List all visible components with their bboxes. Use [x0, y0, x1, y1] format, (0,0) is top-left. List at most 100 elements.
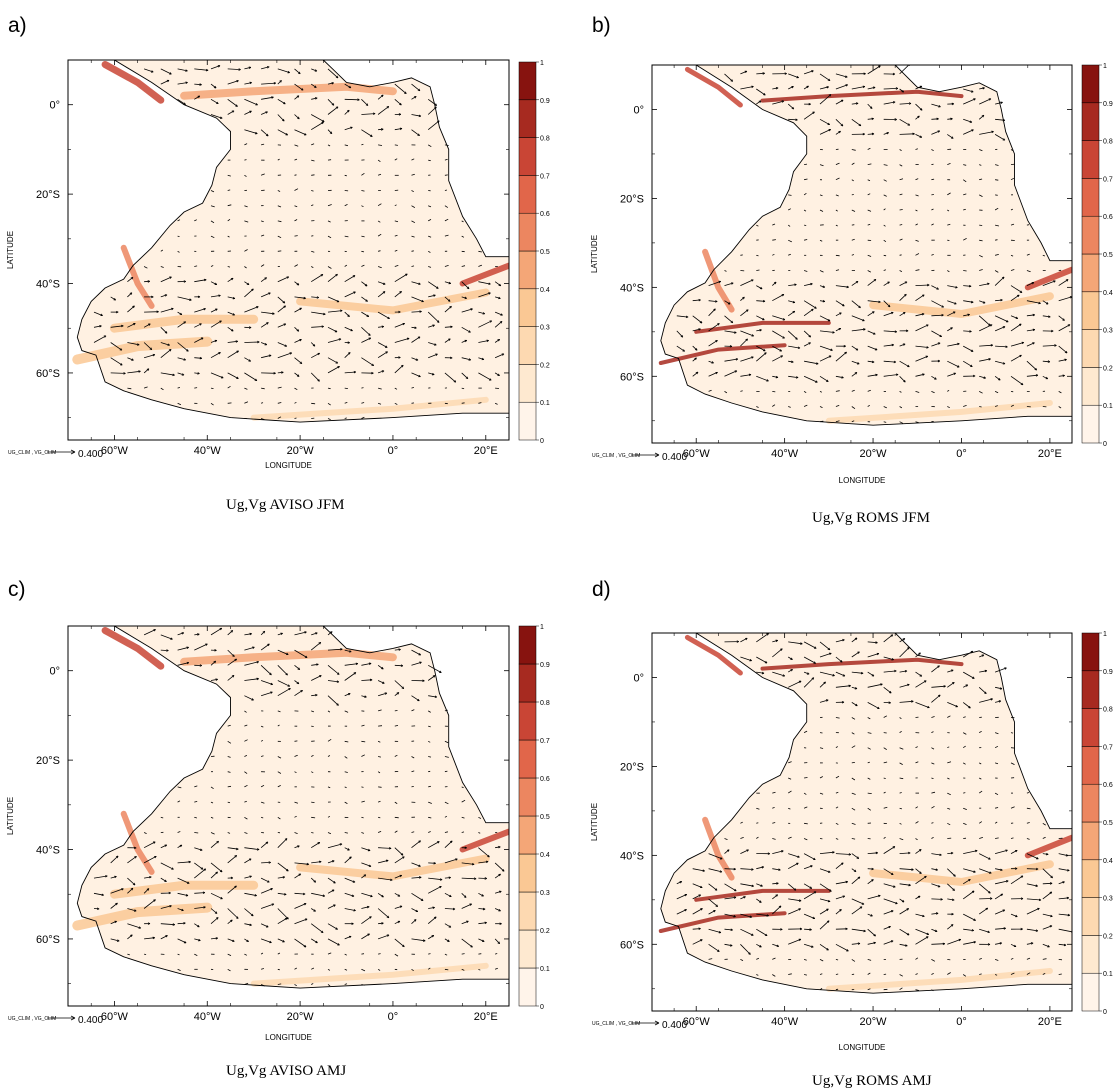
colorbar-swatch: [1082, 103, 1099, 141]
ocean-area: [68, 60, 509, 422]
colorbar-label: 0.5: [540, 814, 550, 821]
colorbar-swatch: [519, 364, 536, 402]
y-tick-label: 40°S: [36, 279, 60, 291]
y-axis-title: LATITUDE: [590, 803, 599, 841]
colorbar-swatch: [1082, 746, 1099, 784]
y-tick-label: 60°S: [36, 934, 60, 946]
colorbar-swatch: [519, 854, 536, 892]
y-axis-title: LATITUDE: [6, 797, 15, 835]
x-tick-label: 20°W: [287, 1011, 315, 1023]
panel-d-caption: Ug,Vg ROMS AMJ: [812, 1073, 932, 1090]
x-axis-title: LONGITUDE: [265, 1033, 312, 1042]
colorbar-swatch: [519, 740, 536, 778]
x-tick-label: 20°W: [860, 448, 888, 460]
colorbar-label: 0: [540, 1004, 544, 1011]
colorbar-swatch: [519, 930, 536, 968]
colorbar-label: 0.8: [1103, 707, 1113, 714]
colorbar-swatch: [1082, 367, 1099, 405]
colorbar-swatch: [519, 702, 536, 740]
colorbar-label: 0.9: [1103, 669, 1113, 676]
colorbar-swatch: [519, 251, 536, 289]
ocean-area: [68, 626, 509, 988]
x-tick-label: 20°E: [1038, 448, 1062, 460]
reference-vector-value: 0.400: [78, 449, 103, 460]
colorbar-label: 0.1: [540, 966, 550, 973]
colorbar-swatch: [519, 626, 536, 664]
colorbar-swatch: [1082, 822, 1099, 860]
reference-vector-value: 0.400: [662, 1020, 687, 1031]
map-panel-a: 60°W 40°W 20°W 0° 20°E 0° 20°S 40°S 60°S LONGITUD…: [6, 60, 550, 470]
ocean-area: [652, 633, 1072, 993]
panel-a-caption: Ug,Vg AVISO JFM: [226, 497, 345, 514]
x-axis-title: LONGITUDE: [265, 461, 312, 470]
colorbar-label: 0: [1103, 1009, 1107, 1016]
panel-b-caption: Ug,Vg ROMS JFM: [812, 510, 930, 527]
map-panel-d: 60°W 40°W 20°W 0° 20°E0°20°S40°S60°SLONGITUD…: [590, 631, 1113, 1052]
y-tick-label: 60°S: [620, 371, 644, 383]
colorbar-label: 0.7: [1103, 744, 1113, 751]
colorbar-swatch: [1082, 65, 1099, 103]
reference-vector-value: 0.400: [78, 1015, 103, 1026]
colorbar-label: 0.7: [540, 738, 550, 745]
y-tick-label: 40°S: [620, 282, 644, 294]
colorbar-label: 0.8: [540, 136, 550, 143]
x-tick-label: 60°W: [101, 1011, 129, 1023]
colorbar-label: 0.8: [540, 700, 550, 707]
colorbar-label: 0.3: [1103, 328, 1113, 335]
reference-vector-label: UG_CLIM , VG_CLIM: [592, 453, 640, 459]
colorbar-swatch: [519, 62, 536, 100]
colorbar-swatch: [1082, 973, 1099, 1011]
colorbar-swatch: [519, 213, 536, 251]
colorbar-label: 0.7: [540, 173, 550, 180]
reference-vector-label: UG_CLIM , VG_CLIM: [8, 450, 56, 456]
colorbar: 1 0.9 0.8 0.7 0.6 0.5 0.4 0.3 0.2 0.1 0: [1082, 63, 1113, 448]
x-tick-label: 20°W: [860, 1016, 888, 1028]
y-tick-label: 0°: [49, 666, 60, 678]
colorbar-swatch: [1082, 216, 1099, 254]
colorbar-swatch: [519, 968, 536, 1006]
colorbar-swatch: [519, 892, 536, 930]
y-tick-label: 0°: [633, 672, 644, 684]
colorbar-swatch: [1082, 860, 1099, 898]
colorbar-swatch: [519, 100, 536, 138]
colorbar-label: 0: [1103, 441, 1107, 448]
colorbar-label: 1: [1103, 631, 1107, 638]
colorbar-label: 0.6: [540, 211, 550, 218]
colorbar-label: 0.3: [1103, 896, 1113, 903]
x-tick-label: 20°E: [474, 445, 498, 457]
x-tick-label: 0°: [388, 445, 399, 457]
colorbar-label: 0.7: [1103, 176, 1113, 183]
y-tick-label: 20°S: [620, 193, 644, 205]
x-tick-label: 40°W: [194, 1011, 222, 1023]
colorbar-label: 0.3: [540, 325, 550, 332]
colorbar-label: 0.2: [540, 362, 550, 369]
colorbar-label: 0.9: [1103, 101, 1113, 108]
x-tick-label: 40°W: [194, 445, 222, 457]
colorbar-label: 0.2: [540, 928, 550, 935]
y-tick-label: 20°S: [36, 755, 60, 767]
colorbar-label: 0.8: [1103, 139, 1113, 146]
colorbar-label: 0.4: [540, 287, 550, 294]
colorbar-label: 0.9: [540, 98, 550, 105]
colorbar-swatch: [1082, 898, 1099, 936]
colorbar-swatch: [1082, 141, 1099, 179]
colorbar-label: 0.1: [1103, 403, 1113, 410]
colorbar-label: 0: [540, 438, 544, 445]
y-tick-label: 0°: [633, 104, 644, 116]
x-tick-label: 0°: [956, 448, 967, 460]
colorbar: 1 0.9 0.8 0.7 0.6 0.5 0.4 0.3 0.2 0.1 0: [1082, 631, 1113, 1016]
colorbar-swatch: [519, 816, 536, 854]
colorbar-swatch: [519, 664, 536, 702]
y-tick-label: 60°S: [620, 939, 644, 951]
x-tick-label: 20°W: [287, 445, 315, 457]
colorbar-label: 0.2: [1103, 365, 1113, 372]
colorbar-label: 0.6: [1103, 214, 1113, 221]
colorbar-label: 1: [540, 60, 544, 67]
x-axis-title: LONGITUDE: [839, 476, 886, 485]
colorbar-label: 0.5: [1103, 820, 1113, 827]
colorbar-swatch: [1082, 178, 1099, 216]
colorbar: 1 0.9 0.8 0.7 0.6 0.5 0.4 0.3 0.2 0.1 0: [519, 624, 550, 1011]
x-tick-label: 40°W: [771, 1016, 799, 1028]
colorbar: 1 0.9 0.8 0.7 0.6 0.5 0.4 0.3 0.2 0.1 0: [519, 60, 550, 445]
colorbar-swatch: [1082, 709, 1099, 747]
